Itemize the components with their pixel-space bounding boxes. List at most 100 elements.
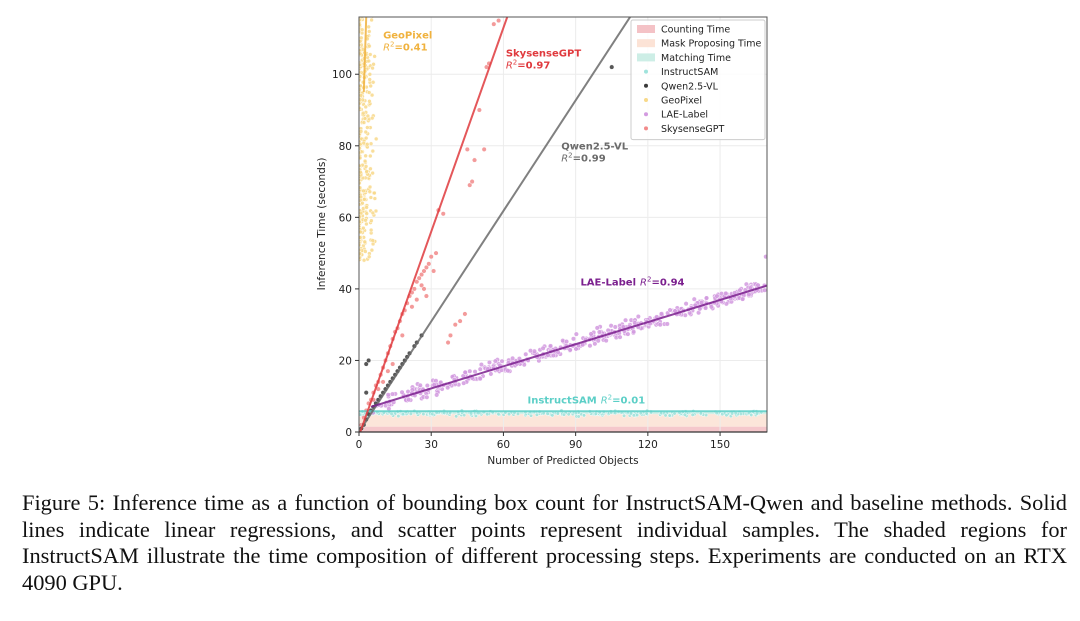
annotation-instructsam: InstructSAM R2=0.01 bbox=[527, 393, 645, 406]
geopixel-point bbox=[363, 12, 367, 16]
legend-swatch-matching-time bbox=[637, 53, 655, 62]
x-tick-label: 90 bbox=[569, 439, 582, 451]
lae-label-point bbox=[389, 391, 395, 397]
skysensegpt-point bbox=[467, 182, 473, 188]
lae-label-point bbox=[667, 307, 673, 313]
lae-label-point bbox=[683, 301, 689, 307]
geopixel-point bbox=[359, 185, 363, 190]
geopixel-point bbox=[370, 148, 376, 154]
geopixel-point bbox=[367, 184, 373, 190]
legend-label-lae-label: LAE-Label bbox=[661, 110, 708, 121]
lae-label-point bbox=[635, 313, 641, 320]
lae-label-point bbox=[763, 254, 767, 260]
legend-label-geopixel: GeoPixel bbox=[661, 96, 702, 107]
lae-label-point bbox=[488, 371, 494, 377]
geopixel-point bbox=[361, 257, 367, 263]
skysensegpt-point bbox=[380, 379, 386, 385]
lae-label-point bbox=[477, 366, 483, 372]
legend-marker-instructsam bbox=[644, 69, 648, 74]
lae-label-point bbox=[486, 359, 493, 365]
annotation-r2-qwen2-5-vl: R2=0.99 bbox=[561, 151, 606, 164]
lae-label-point bbox=[723, 290, 729, 296]
geopixel-point bbox=[359, 38, 363, 44]
lae-label-point bbox=[740, 296, 746, 302]
geopixel-point bbox=[366, 254, 372, 260]
legend-label-qwen2-5-vl: Qwen2.5-VL bbox=[661, 81, 719, 92]
lae-label-point bbox=[632, 320, 638, 326]
lae-label-point bbox=[704, 295, 710, 301]
skysensegpt-point bbox=[447, 332, 454, 338]
skysensegpt-point bbox=[419, 272, 425, 278]
instructsam-point bbox=[430, 411, 435, 417]
instructsam-point bbox=[389, 411, 394, 416]
regression-line-qwen2-5-vl bbox=[359, 17, 632, 432]
geopixel-point bbox=[363, 153, 368, 159]
geopixel-point bbox=[362, 239, 368, 245]
instructsam-point bbox=[754, 411, 759, 416]
lae-label-point bbox=[588, 331, 594, 337]
geopixel-point bbox=[359, 229, 363, 235]
shaded-region-counting-time bbox=[359, 426, 767, 432]
geopixel-point bbox=[365, 142, 370, 147]
instructsam-point bbox=[454, 414, 459, 419]
geopixel-point bbox=[364, 169, 369, 174]
annotation-r2-skysensegpt: R2=0.97 bbox=[506, 58, 551, 71]
annotation-qwen2-5-vl: Qwen2.5-VL bbox=[561, 141, 629, 152]
geopixel-point bbox=[363, 164, 369, 169]
annotation-lae-label: LAE-Label R2=0.94 bbox=[580, 275, 684, 288]
instructsam-point bbox=[462, 413, 467, 418]
geopixel-point bbox=[359, 210, 364, 216]
lae-label-point bbox=[478, 362, 484, 368]
lae-label-point bbox=[570, 336, 577, 342]
geopixel-point bbox=[369, 17, 374, 23]
instructsam-point bbox=[396, 414, 401, 419]
legend-swatch-mask-proposing-time bbox=[637, 39, 655, 48]
skysensegpt-point bbox=[414, 297, 420, 303]
instructsam-point bbox=[663, 413, 668, 418]
instructsam-point bbox=[566, 412, 571, 417]
instructsam-point bbox=[730, 411, 735, 416]
geopixel-point bbox=[359, 155, 363, 161]
geopixel-point bbox=[359, 93, 364, 98]
geopixel-point bbox=[363, 104, 368, 110]
lae-label-point bbox=[424, 383, 430, 389]
skysensegpt-point bbox=[471, 157, 478, 163]
geopixel-point bbox=[363, 249, 368, 254]
lae-label-point bbox=[467, 368, 473, 374]
annotation-r2-lae-label: R2=0.94 bbox=[640, 275, 685, 288]
geopixel-point bbox=[370, 65, 375, 71]
geopixel-point bbox=[359, 235, 363, 240]
geopixel-point bbox=[369, 247, 375, 253]
geopixel-point bbox=[368, 153, 373, 159]
lae-label-point bbox=[462, 369, 468, 375]
geopixel-point bbox=[363, 135, 369, 141]
geopixel-point bbox=[367, 43, 372, 49]
lae-label-point bbox=[755, 282, 761, 288]
annotation-geopixel: GeoPixel bbox=[383, 30, 432, 41]
instructsam-point bbox=[550, 413, 555, 418]
regression-line-lae-label bbox=[370, 284, 767, 408]
lae-label-point bbox=[477, 376, 483, 382]
geopixel-point bbox=[367, 29, 372, 34]
geopixel-point bbox=[366, 90, 372, 95]
skysensegpt-point bbox=[421, 286, 427, 292]
instructsam-point bbox=[496, 412, 501, 417]
geopixel-point bbox=[367, 189, 373, 195]
y-axis-label: Inference Time (seconds) bbox=[316, 158, 328, 291]
y-tick-label: 20 bbox=[339, 355, 352, 367]
lae-label-point bbox=[703, 305, 709, 311]
x-tick-label: 150 bbox=[710, 439, 730, 451]
skysensegpt-point bbox=[423, 293, 429, 299]
geopixel-point bbox=[362, 158, 368, 164]
legend-marker-skysensegpt bbox=[644, 126, 648, 131]
geopixel-point bbox=[360, 17, 365, 19]
geopixel-point bbox=[367, 52, 373, 57]
geopixel-point bbox=[362, 13, 366, 17]
geopixel-point bbox=[369, 218, 374, 223]
geopixel-point bbox=[359, 51, 363, 56]
instructsam-point bbox=[545, 411, 550, 416]
instructsam-point bbox=[534, 412, 539, 417]
lae-label-point bbox=[461, 380, 467, 386]
skysensegpt-point bbox=[476, 107, 482, 113]
